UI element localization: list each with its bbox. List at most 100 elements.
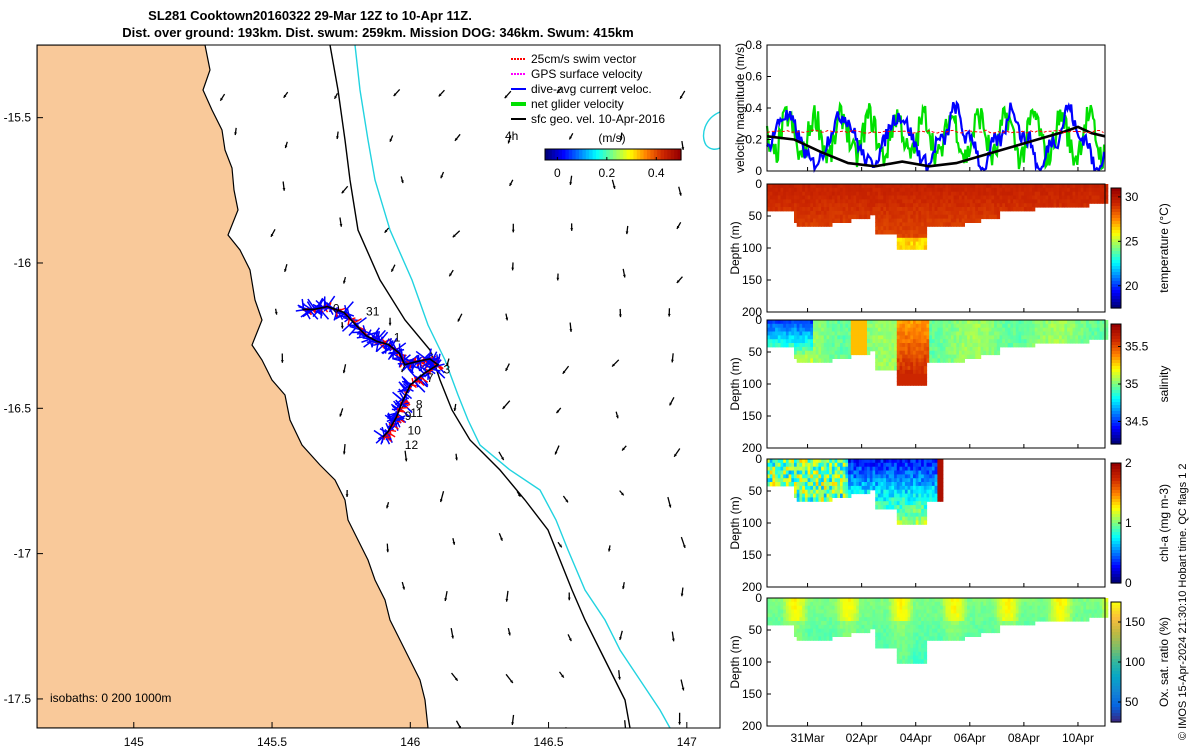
depth-cell: [1034, 203, 1038, 208]
depth-cell: [864, 199, 868, 204]
depth-cell: [1091, 327, 1095, 333]
depth-cell: [1059, 191, 1063, 197]
colorbar-segment: [653, 149, 658, 160]
depth-cell: [804, 598, 809, 603]
depth-cell: [869, 609, 874, 614]
cbar-segment: [1111, 417, 1121, 421]
depth-cell: [845, 320, 849, 325]
depth-cell: [799, 601, 803, 607]
depth-cell: [767, 335, 771, 340]
depth-cell: [967, 187, 971, 193]
depth-cell: [848, 489, 852, 495]
depth-cell: [804, 497, 809, 502]
cbar-segment: [1111, 330, 1121, 334]
velocity-arrow-head: [671, 638, 675, 642]
depth-cell: [794, 184, 798, 189]
depth-cell: [804, 214, 809, 220]
depth-cell: [926, 339, 930, 344]
depth-cell: [964, 343, 968, 348]
depth-cell: [964, 218, 968, 223]
depth-cell: [937, 485, 941, 491]
depth-cell: [940, 482, 944, 487]
depth-cell: [894, 493, 898, 498]
depth-cell: [894, 601, 898, 607]
dive-avg-vector: [366, 329, 372, 337]
depth-cell: [867, 624, 871, 630]
depth-cell: [994, 350, 998, 356]
depth-cell: [853, 335, 857, 340]
depth-cell: [945, 218, 949, 223]
depth-cell: [813, 462, 817, 468]
depth-cell: [891, 636, 895, 641]
depth-cell: [1021, 203, 1025, 208]
depth-cell: [785, 184, 790, 189]
depth-cell: [959, 207, 963, 212]
depth-cell: [921, 621, 925, 626]
depth-cell: [845, 354, 849, 359]
depth-cell: [834, 474, 838, 479]
depth-cell: [896, 320, 901, 325]
depth-cell: [886, 226, 890, 231]
depth-cell: [840, 478, 844, 483]
depth-cell: [845, 617, 849, 622]
depth-cell: [918, 199, 922, 204]
depth-cell: [1105, 323, 1109, 329]
depth-cell: [921, 482, 925, 487]
depth-cell: [1007, 203, 1011, 208]
depth-cell: [942, 191, 947, 197]
depth-cell: [931, 489, 936, 495]
depth-cell: [829, 609, 833, 614]
depth-cell: [799, 207, 803, 212]
depth-cell: [826, 210, 830, 216]
depth-cell: [942, 199, 947, 204]
depth-cell: [918, 381, 922, 386]
depth-cell: [1026, 335, 1030, 340]
depth-cell: [842, 354, 846, 359]
depth-cell: [902, 381, 906, 386]
cbar-segment: [1111, 393, 1121, 397]
velocity-arrow-head: [342, 370, 346, 374]
depth-cell: [794, 609, 798, 614]
depth-cell: [848, 466, 852, 472]
depth-cell: [831, 624, 836, 630]
depth-cell: [780, 621, 784, 626]
depth-cell: [883, 482, 887, 487]
depth-cell: [980, 187, 984, 193]
depth-cell: [880, 459, 884, 464]
depth-cell: [875, 632, 879, 637]
depth-cell: [934, 218, 938, 223]
depth-cell: [791, 605, 795, 611]
depth-cell: [837, 210, 841, 216]
depth-cell: [904, 644, 909, 649]
depth-cell: [1007, 187, 1011, 193]
depth-cell: [845, 605, 849, 611]
depth-cell: [918, 659, 922, 664]
depth-cell: [896, 366, 901, 371]
depth-cell: [904, 203, 909, 208]
depth-cell: [921, 628, 925, 634]
depth-cell: [794, 207, 798, 212]
depth-cell: [853, 184, 857, 189]
cbar-segment: [1111, 435, 1121, 439]
depth-cell: [829, 354, 833, 359]
velocity-arrow-head: [612, 185, 616, 189]
depth-cell: [894, 470, 898, 475]
depth-cell: [1029, 199, 1033, 204]
depth-cell: [926, 327, 930, 333]
depth-cell: [1015, 191, 1020, 197]
depth-cell: [945, 350, 949, 356]
depth-cell: [934, 617, 938, 622]
depth-cell: [875, 335, 879, 340]
depth-cell: [1034, 191, 1038, 197]
depth-cell: [904, 369, 909, 375]
depth-cell: [940, 191, 944, 197]
depth-cell: [948, 609, 952, 614]
depth-cell: [840, 624, 844, 630]
depth-cell: [815, 195, 819, 200]
depth-cell: [926, 497, 930, 502]
depth-cell: [894, 191, 898, 197]
depth-cell: [940, 358, 944, 363]
depth-cell: [813, 628, 817, 634]
depth-cell: [959, 210, 963, 216]
